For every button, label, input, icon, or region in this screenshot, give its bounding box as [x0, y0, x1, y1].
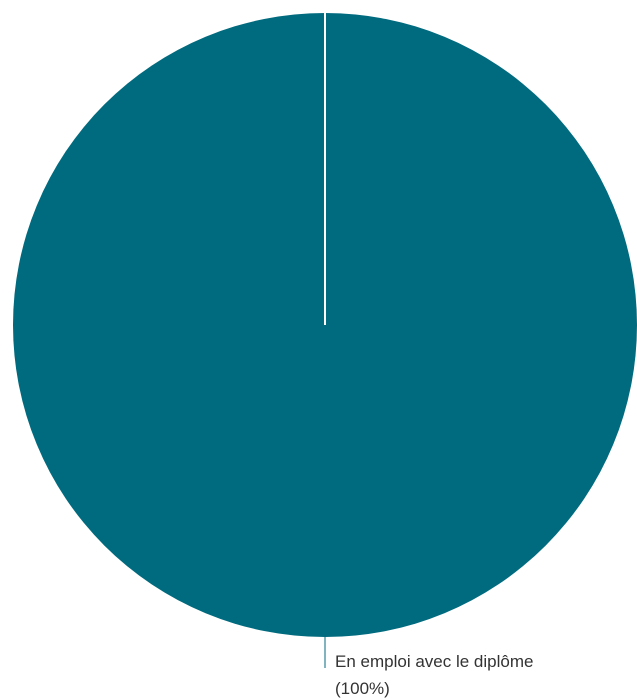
slice-label-name: En emploi avec le diplôme [335, 652, 533, 671]
slice-label-percent: (100%) [335, 679, 390, 698]
